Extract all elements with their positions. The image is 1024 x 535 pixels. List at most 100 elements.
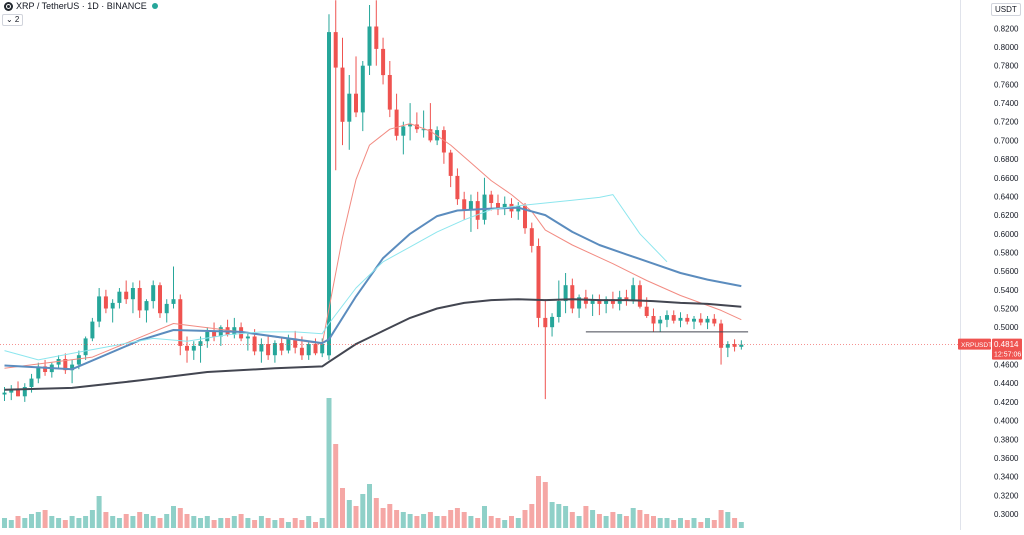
candle-body (333, 32, 338, 68)
price-tick-label: 0.3000 (994, 510, 1019, 519)
volume-bar (313, 522, 318, 528)
candle (590, 294, 595, 316)
candle (90, 317, 95, 342)
candle (9, 385, 14, 401)
volume-bar (29, 514, 34, 528)
volume-bar (569, 512, 575, 528)
candle (408, 103, 413, 141)
volume-bar (171, 506, 176, 528)
candle (63, 353, 68, 374)
ema-mid-line (4, 206, 742, 371)
volume-bar (184, 514, 190, 528)
candle-body (252, 336, 257, 352)
candle (354, 56, 358, 118)
price-tick-label: 0.4600 (994, 361, 1019, 370)
candle (151, 280, 156, 309)
candle-body (381, 48, 386, 76)
volume-bar (2, 518, 7, 528)
candle-body (556, 301, 561, 317)
volume-bar (515, 518, 521, 528)
vwap-line (4, 194, 668, 361)
candle (570, 278, 575, 314)
volume-bar (630, 508, 636, 528)
candle-body (489, 194, 494, 203)
candle-body (475, 201, 480, 220)
volume-bar (177, 508, 183, 528)
volume-bar (123, 514, 129, 528)
candle (637, 280, 642, 309)
volume-bar (711, 520, 717, 528)
candle-body (529, 228, 534, 246)
price-tick-label: 0.3600 (994, 454, 1019, 463)
currency-button[interactable]: USDT (991, 3, 1021, 16)
price-tick-label: 0.6600 (994, 174, 1019, 183)
volume-bar (495, 518, 501, 528)
candle (347, 75, 352, 150)
candle (279, 336, 284, 356)
volume-bar (475, 518, 481, 528)
candle-body (2, 392, 7, 395)
volume-bar (434, 516, 440, 528)
candle (232, 317, 237, 339)
volume-bar (556, 504, 562, 528)
candle (117, 288, 122, 309)
candle (178, 294, 183, 356)
candle (70, 359, 75, 384)
price-tick-label: 0.5400 (994, 286, 1019, 295)
volume-bars (2, 398, 744, 528)
candle-body (360, 65, 365, 113)
candle (529, 222, 534, 253)
volume-bar (644, 514, 650, 528)
candle (468, 194, 473, 232)
volume-bar (137, 512, 143, 528)
price-tick-label: 0.6400 (994, 193, 1019, 202)
price-tick-label: 0.5600 (994, 267, 1019, 276)
candle-body (151, 285, 156, 302)
volume-bar (360, 494, 366, 528)
volume-bar (705, 518, 710, 528)
price-tick-label: 0.7000 (994, 136, 1019, 145)
candle-body (110, 302, 115, 309)
candle (739, 340, 744, 350)
volume-bar (353, 506, 359, 528)
volume-bar (272, 520, 278, 528)
volume-bar (732, 518, 738, 528)
candle (83, 336, 88, 360)
price-tick-label: 0.3400 (994, 473, 1019, 482)
candle-body (185, 345, 189, 351)
candle-body (468, 201, 473, 211)
candle-body (340, 67, 345, 122)
candle-body (685, 317, 690, 322)
candle (374, 0, 379, 66)
candle (543, 299, 548, 400)
candle (482, 177, 487, 225)
indicators-toggle-button[interactable]: ⌄ 2 (2, 14, 24, 26)
candle-body (387, 75, 392, 110)
candle-body (137, 288, 142, 311)
volume-bar (103, 512, 109, 528)
volume-bar (583, 506, 589, 528)
volume-bar (258, 516, 264, 528)
candle-body (637, 285, 642, 307)
volume-bar (610, 512, 616, 528)
candle-body (408, 124, 413, 127)
candle-body (394, 109, 399, 136)
candle-body (313, 344, 318, 354)
volume-bar (657, 518, 663, 528)
market-open-icon (151, 3, 158, 9)
price-tick-label: 0.7800 (994, 62, 1019, 71)
candle-body (9, 389, 14, 393)
candle (678, 312, 683, 328)
candle (367, 5, 372, 75)
volume-bar (529, 504, 535, 528)
candle-body (712, 318, 717, 324)
volume-bar (448, 510, 454, 528)
volume-bar (380, 508, 386, 528)
volume-bar (698, 522, 704, 528)
symbol-title[interactable]: XRP / TetherUS · 1D · BINANCE (16, 1, 147, 11)
price-tick-label: 0.4000 (994, 417, 1019, 426)
candle-body (644, 306, 649, 316)
price-axis[interactable]: 0.8200 0.8000 0.7800 0.7600 0.7400 0.7200 0.70… (994, 24, 1019, 519)
